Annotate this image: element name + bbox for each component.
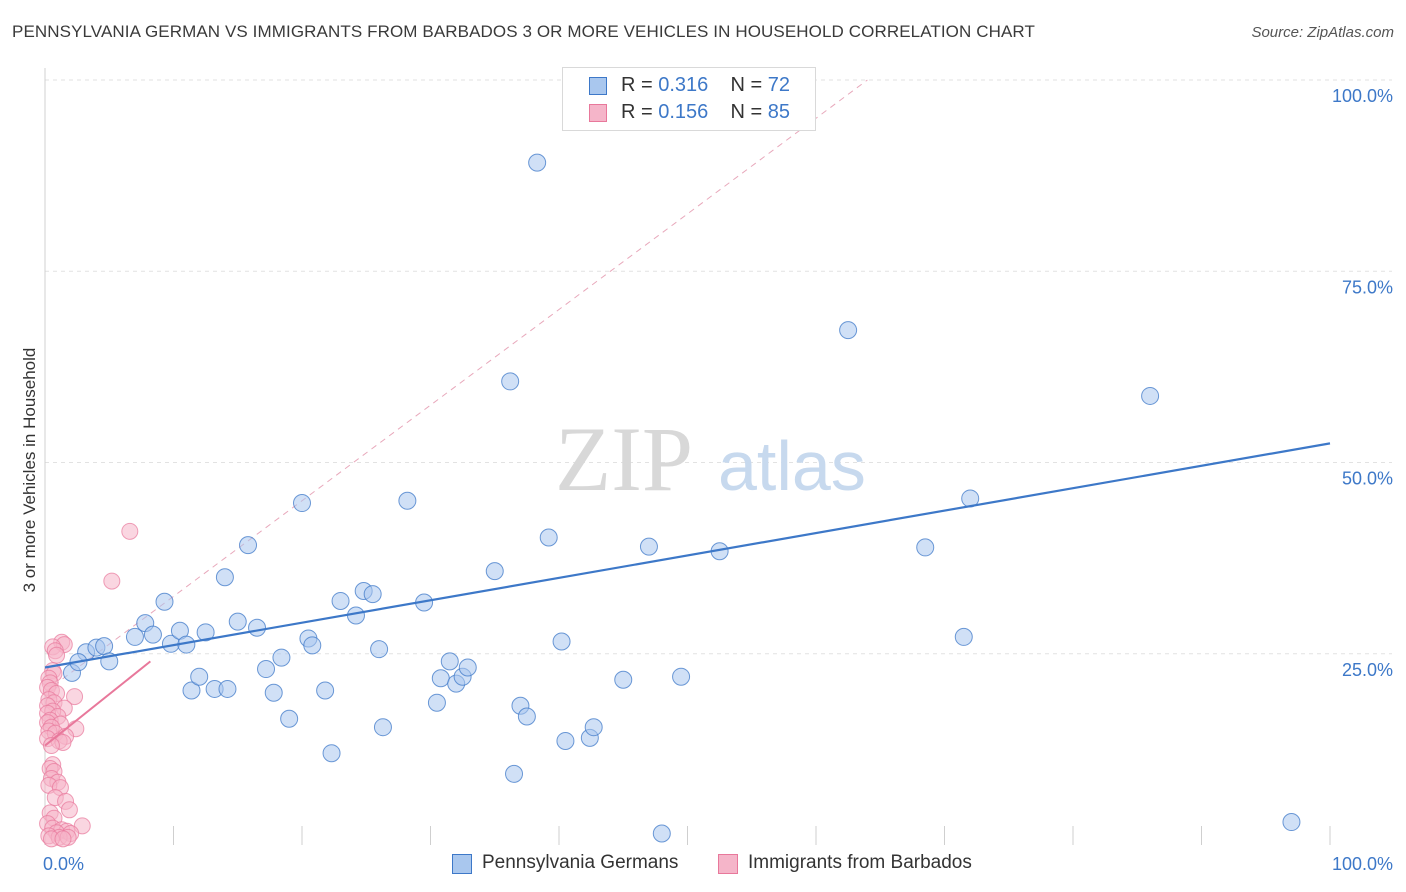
pennsylvania-german-trend-line — [44, 442, 1331, 669]
pennsylvania-german-point — [1141, 386, 1160, 405]
trend-lines — [44, 442, 1331, 747]
pennsylvania-german-point — [954, 627, 973, 646]
y-tick-label: 75.0% — [1342, 277, 1393, 297]
pennsylvania-german-point — [639, 537, 658, 556]
chart-title: PENNSYLVANIA GERMAN VS IMMIGRANTS FROM B… — [12, 22, 1035, 41]
reference-diagonal — [44, 79, 868, 693]
pennsylvania-german-point — [95, 637, 114, 656]
r-label: R = — [621, 74, 653, 96]
reference-line — [44, 79, 868, 693]
pennsylvania-german-point — [280, 709, 299, 728]
y-axis-label: 3 or more Vehicles in Household — [20, 347, 39, 593]
barbados-point — [121, 522, 139, 540]
barbados-point — [103, 572, 121, 590]
y-tick-label: 100.0% — [1332, 86, 1393, 106]
pennsylvania-german-point — [440, 652, 459, 671]
pennsylvania-german-point — [218, 679, 237, 698]
pennsylvania-german-point — [293, 494, 311, 513]
pennsylvania-german-point — [1282, 813, 1301, 832]
stats-legend: R = 0.316 N = 72 R = 0.156 N = 85 — [562, 67, 816, 131]
pennsylvania-german-point — [346, 606, 365, 625]
pennsylvania-german-point — [257, 660, 276, 679]
r-value: 0.316 — [658, 74, 709, 96]
barbados-point — [48, 646, 66, 664]
pennsylvania-german-point — [501, 372, 520, 391]
pennsylvania-german-point — [552, 632, 571, 651]
pennsylvania-german-point — [331, 591, 350, 610]
x-tick-label: 100.0% — [1332, 854, 1393, 874]
barbados-point — [54, 830, 72, 848]
watermark-atlas: atlas — [718, 427, 866, 505]
gridlines — [45, 79, 1392, 655]
pennsylvania-german-point — [316, 681, 335, 700]
pennsylvania-german-point — [517, 707, 536, 726]
barbados-trend-line — [44, 660, 151, 747]
pennsylvania-german-point — [264, 683, 283, 702]
legend-label: Pennsylvania Germans — [482, 852, 679, 873]
legend-label: Immigrants from Barbados — [748, 852, 972, 873]
pennsylvania-german-point — [839, 321, 858, 340]
pennsylvania-german-point — [143, 625, 162, 644]
pennsylvania-german-point — [398, 491, 417, 510]
y-tick-label: 50.0% — [1342, 469, 1393, 489]
y-axis-label-wrap: 3 or more Vehicles in Household — [10, 348, 50, 593]
barbados-point — [66, 688, 84, 706]
n-label: N = — [730, 101, 763, 123]
pennsylvania-german-point — [215, 568, 234, 587]
pennsylvania-german-point — [652, 824, 671, 843]
barbados-point — [60, 801, 78, 819]
pennsylvania-german-point — [672, 667, 691, 686]
pennsylvania-german-point — [155, 592, 174, 611]
r-label: R = — [621, 101, 653, 123]
pennsylvania-german-point — [916, 538, 935, 557]
blue-swatch — [589, 77, 607, 95]
pennsylvania-german-point — [614, 670, 633, 689]
pennsylvania-german-point — [427, 693, 446, 712]
y-tick-label: 25.0% — [1342, 660, 1393, 680]
stats-label: R = 0.156 N = 85 — [621, 101, 790, 124]
pennsylvania-german-point — [485, 562, 504, 581]
barbados-point — [42, 737, 60, 755]
pennsylvania-german-point — [556, 731, 575, 750]
pennsylvania-german-point — [125, 627, 144, 646]
pennsylvania-german-point — [431, 669, 450, 688]
pennsylvania-german-point — [196, 623, 215, 642]
pennsylvania-german-point — [248, 618, 267, 637]
r-value: 0.156 — [658, 101, 709, 123]
pennsylvania-german-point — [363, 585, 382, 604]
pennsylvania-german-points — [62, 153, 1301, 843]
pennsylvania-german-point — [272, 648, 291, 667]
n-value: 85 — [767, 101, 791, 123]
n-label: N = — [730, 74, 763, 96]
pennsylvania-german-point — [528, 153, 547, 172]
pennsylvania-german-point — [458, 658, 477, 677]
pennsylvania-german-point — [190, 667, 209, 686]
pennsylvania-german-point — [182, 681, 201, 700]
pennsylvania-german-point — [584, 718, 603, 737]
pennsylvania-german-point — [370, 640, 389, 659]
x-tick-label: 0.0% — [43, 854, 84, 874]
stats-label: R = 0.316 N = 72 — [621, 74, 790, 97]
pink-swatch — [589, 104, 607, 122]
pennsylvania-german-point — [505, 764, 524, 783]
blue-swatch — [452, 854, 472, 874]
pennsylvania-german-point — [239, 536, 258, 555]
pink-swatch — [718, 854, 738, 874]
pennsylvania-german-point — [322, 744, 341, 763]
pennsylvania-german-point — [303, 636, 322, 655]
pennsylvania-german-point — [539, 528, 558, 547]
pennsylvania-german-point — [228, 612, 247, 631]
n-value: 72 — [767, 74, 791, 96]
watermark-zip: ZIP — [555, 408, 693, 510]
tick-labels: 25.0% 50.0% 75.0% 100.0% 0.0% 100.0% — [43, 86, 1393, 874]
pennsylvania-german-point — [373, 718, 392, 737]
barbados-points — [39, 522, 139, 848]
source-label: Source: ZipAtlas.com — [1251, 24, 1394, 41]
